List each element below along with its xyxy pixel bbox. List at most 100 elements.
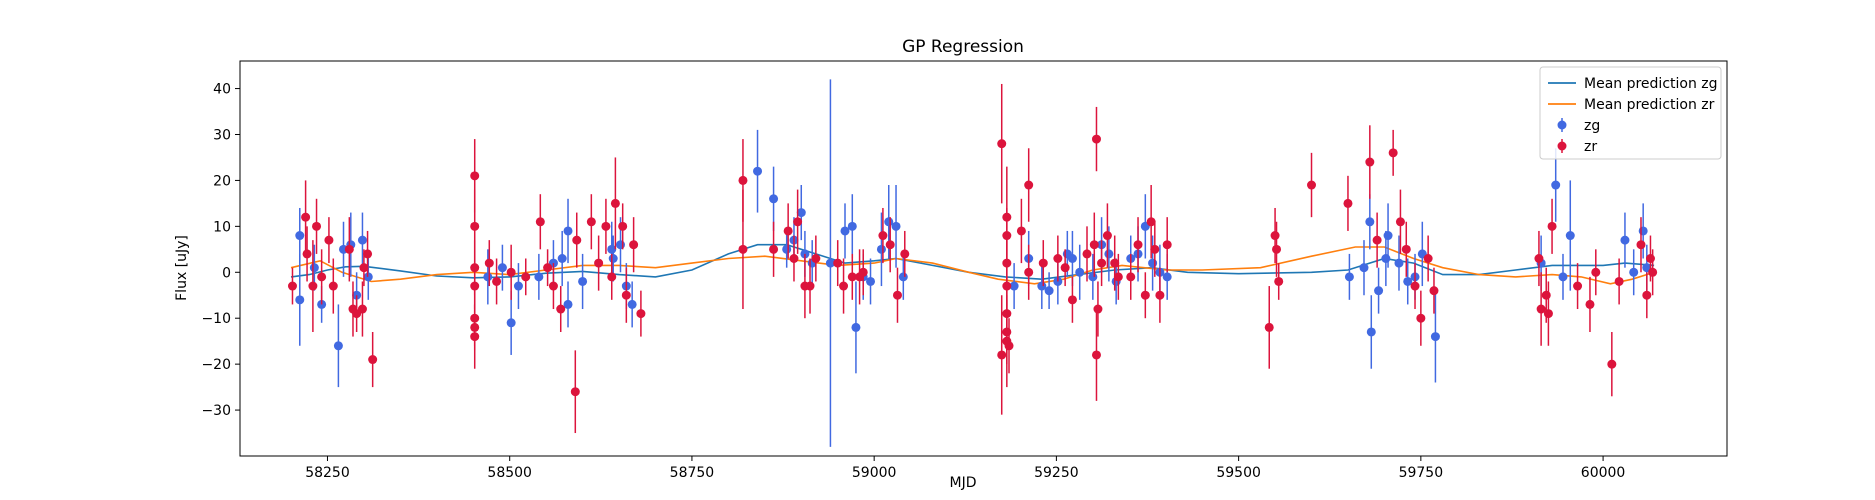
- data-point: [618, 221, 628, 231]
- data-point: [1089, 240, 1099, 250]
- x-axis-label: MJD: [950, 475, 977, 491]
- data-point: [1430, 332, 1440, 342]
- data-point: [607, 244, 617, 254]
- data-point: [997, 350, 1007, 360]
- data-point: [1638, 226, 1648, 236]
- data-point: [535, 217, 545, 227]
- x-tick-label: 59250: [1034, 465, 1079, 481]
- data-point: [1148, 258, 1158, 268]
- data-point: [506, 318, 516, 328]
- y-tick-label: −30: [201, 403, 231, 419]
- data-point: [1037, 281, 1047, 291]
- data-point: [793, 217, 803, 227]
- data-point: [328, 281, 338, 291]
- data-point: [1394, 258, 1404, 268]
- y-tick-label: −20: [201, 357, 231, 373]
- data-point: [312, 221, 322, 231]
- data-point: [357, 235, 367, 245]
- data-point: [1429, 286, 1439, 296]
- data-point: [1264, 322, 1274, 332]
- data-point: [1534, 254, 1544, 263]
- data-point: [769, 194, 779, 204]
- series-line-mean-prediction-zr: [290, 246, 1655, 285]
- data-point: [1565, 231, 1575, 241]
- data-point: [811, 254, 821, 263]
- data-point: [1620, 235, 1630, 245]
- data-point: [1133, 240, 1143, 250]
- data-point: [1372, 235, 1382, 245]
- data-point: [1558, 272, 1568, 282]
- data-point: [497, 263, 507, 273]
- data-point: [898, 272, 908, 282]
- data-point: [1591, 267, 1601, 277]
- data-point: [1162, 240, 1172, 250]
- data-point: [629, 240, 639, 250]
- data-point: [1388, 148, 1398, 158]
- data-point: [1067, 254, 1077, 263]
- data-point: [470, 332, 480, 342]
- legend-label: Mean prediction zr: [1584, 97, 1715, 113]
- data-point: [521, 272, 531, 282]
- data-point: [1067, 295, 1077, 305]
- data-point: [1536, 304, 1546, 314]
- data-point: [782, 244, 792, 254]
- data-point: [1344, 272, 1354, 282]
- x-tick-label: 58250: [305, 465, 350, 481]
- data-point: [615, 240, 625, 250]
- data-point: [534, 272, 544, 282]
- data-point: [1645, 254, 1655, 263]
- data-point: [884, 217, 894, 227]
- data-point: [1307, 180, 1317, 190]
- data-point: [608, 254, 618, 263]
- data-point: [324, 235, 334, 245]
- data-point: [1585, 299, 1595, 309]
- data-point: [492, 276, 502, 286]
- data-point: [1274, 276, 1284, 286]
- data-point: [308, 281, 318, 291]
- x-tick-label: 59000: [852, 465, 897, 481]
- data-point: [866, 276, 876, 286]
- data-point: [1060, 263, 1070, 273]
- data-point: [900, 249, 910, 259]
- data-point: [557, 254, 567, 263]
- data-point: [1053, 254, 1063, 263]
- data-point: [1126, 272, 1136, 282]
- legend-label: Mean prediction zg: [1584, 76, 1718, 92]
- data-point: [586, 217, 596, 227]
- data-point: [738, 244, 748, 254]
- data-point: [1272, 244, 1282, 254]
- legend-label: zg: [1584, 118, 1600, 134]
- data-point: [563, 226, 573, 236]
- y-tick-label: 30: [213, 127, 231, 143]
- data-point: [601, 221, 611, 231]
- legend-marker-swatch: [1557, 141, 1567, 151]
- data-point: [1009, 281, 1019, 291]
- data-point: [470, 171, 480, 181]
- data-point: [1162, 272, 1172, 282]
- data-point: [513, 281, 523, 291]
- plot-area: [287, 79, 1658, 447]
- legend-box: [1539, 66, 1722, 160]
- y-axis-label: Flux [uJy]: [174, 235, 190, 301]
- data-point: [1140, 290, 1150, 300]
- data-point: [1551, 180, 1561, 190]
- data-point: [1093, 304, 1103, 314]
- data-point: [301, 212, 311, 222]
- data-point: [847, 221, 857, 231]
- data-point: [1091, 350, 1101, 360]
- data-point: [627, 299, 637, 309]
- data-point: [1091, 134, 1101, 144]
- data-point: [1383, 231, 1393, 241]
- data-point: [997, 139, 1007, 149]
- data-point: [825, 258, 835, 268]
- data-point: [878, 231, 888, 241]
- data-point: [470, 221, 480, 231]
- data-point: [1374, 286, 1384, 296]
- x-tick-label: 59500: [1216, 465, 1261, 481]
- data-point: [1573, 281, 1583, 291]
- data-point: [344, 244, 354, 254]
- data-point: [484, 258, 494, 268]
- data-point: [840, 226, 850, 236]
- axis-ticks: 58250 58500 58750 59000 59250 59500 59750 60000…: [201, 82, 1625, 481]
